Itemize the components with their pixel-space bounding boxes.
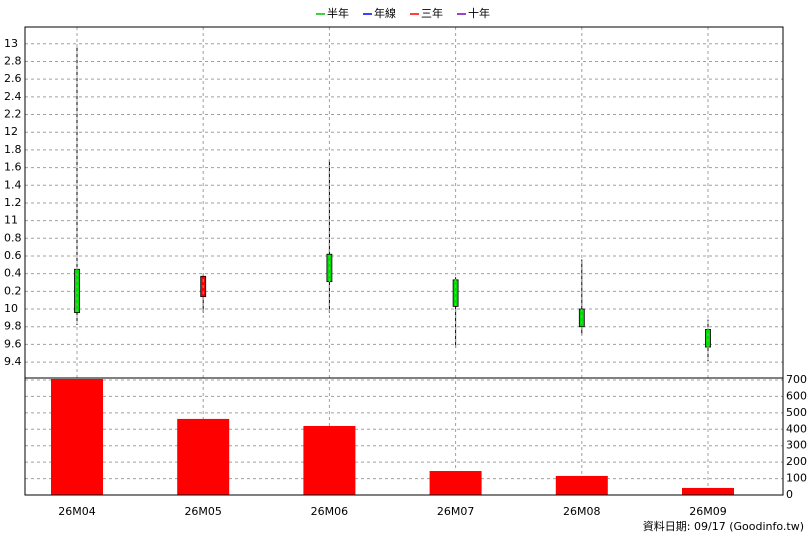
y-tick-label: 12 <box>4 125 18 138</box>
y-tick-label: 2.8 <box>4 54 22 67</box>
x-tick-label: 26M07 <box>437 505 475 518</box>
candle-body <box>705 328 711 348</box>
x-tick-label: 26M05 <box>184 505 222 518</box>
y-tick-label: 2.4 <box>4 90 22 103</box>
y-tick-label: 1.8 <box>4 143 22 156</box>
y-tick-label: 0.8 <box>4 231 22 244</box>
legend-label: 半年 <box>327 6 349 20</box>
bar <box>682 487 734 495</box>
y-tick-label: 600,000 <box>786 389 808 402</box>
y-tick-label: 0 <box>786 488 793 501</box>
y-tick-label: 2.2 <box>4 108 22 121</box>
y-tick-label: 0.6 <box>4 249 22 262</box>
legend-label: 十年 <box>468 6 490 20</box>
y-tick-label: 500,000 <box>786 406 808 419</box>
y-tick-label: 9.8 <box>4 320 22 333</box>
bar <box>429 471 482 495</box>
y-tick-label: 700,000 <box>786 373 808 386</box>
y-tick-label: 9.4 <box>4 355 22 368</box>
bar <box>555 475 608 495</box>
legend-label: 年線 <box>374 6 396 20</box>
legend-label: 三年 <box>421 6 443 20</box>
y-tick-label: 200,000 <box>786 455 808 468</box>
y-tick-label: 9.6 <box>4 337 22 350</box>
x-tick-label: 26M09 <box>689 505 727 518</box>
y-tick-label: 1.6 <box>4 161 22 174</box>
y-tick-label: 11 <box>4 214 18 227</box>
x-tick-label: 26M04 <box>58 505 96 518</box>
y-tick-label: 13 <box>4 37 18 50</box>
y-tick-label: 100,000 <box>786 472 808 485</box>
footnote: 資料日期: 09/17 (Goodinfo.tw) <box>643 519 804 533</box>
bar <box>177 418 230 495</box>
y-tick-label: 0.4 <box>4 267 22 280</box>
y-tick-label: 300,000 <box>786 439 808 452</box>
bar <box>303 425 356 495</box>
y-tick-label: 1.2 <box>4 196 22 209</box>
y-tick-label: 1.4 <box>4 178 22 191</box>
plot-frame <box>24 26 784 496</box>
y-tick-label: 2.6 <box>4 72 22 85</box>
x-tick-label: 26M06 <box>311 505 349 518</box>
y-tick-label: 0.2 <box>4 284 22 297</box>
bar <box>51 378 103 495</box>
x-tick-label: 26M08 <box>563 505 601 518</box>
y-tick-label: 10 <box>4 302 18 315</box>
y-tick-label: 400,000 <box>786 422 808 435</box>
